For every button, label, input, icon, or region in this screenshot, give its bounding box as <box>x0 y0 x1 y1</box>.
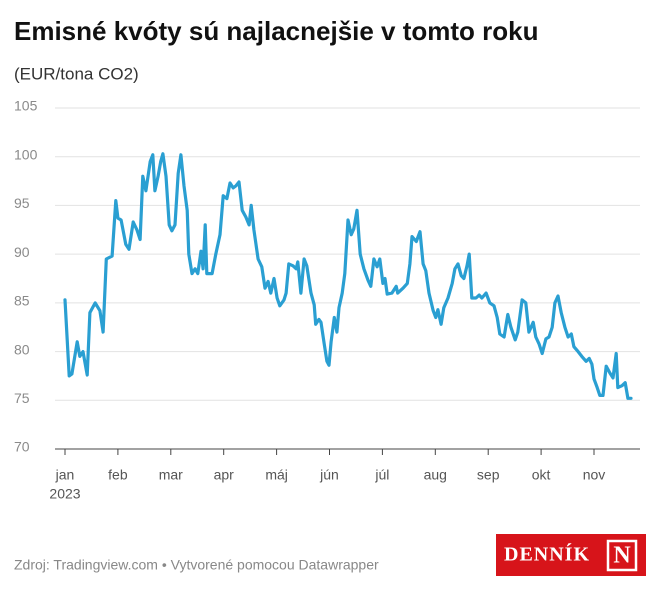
logo-mark: N <box>613 543 631 569</box>
y-tick-label: 100 <box>14 146 38 162</box>
x-tick-label: mar <box>159 467 183 483</box>
y-tick-label: 95 <box>14 195 30 211</box>
x-tick-label: feb <box>108 467 128 483</box>
x-tick-label: aug <box>424 467 447 483</box>
x-tick-label: jún <box>319 467 339 483</box>
logo-mark-box <box>606 539 638 572</box>
source: Zdroj: Tradingview.com • Vytvorené pomoc… <box>14 557 379 573</box>
y-tick-label: 85 <box>14 293 30 309</box>
x-tick-label: nov <box>583 467 606 483</box>
x-tick-label: máj <box>265 467 288 483</box>
logo-text: DENNÍK <box>504 543 590 566</box>
x-tick-label: sep <box>477 467 500 483</box>
x-tick-label: jan <box>55 467 75 483</box>
chart-subtitle: (EUR/tona CO2) <box>14 64 139 83</box>
y-tick-label: 75 <box>14 390 30 406</box>
y-tick-label: 70 <box>14 439 30 455</box>
price-line <box>63 152 633 400</box>
x-tick-label: júl <box>374 467 389 483</box>
y-tick-label: 90 <box>14 244 30 260</box>
y-tick-label: 105 <box>14 98 38 114</box>
x-tick-label: apr <box>214 467 235 483</box>
x-tick-label: okt <box>532 467 551 483</box>
chart-title: Emisné kvóty sú najlacnejšie v tomto rok… <box>14 16 539 46</box>
x-axis-year: 2023 <box>49 486 80 502</box>
y-tick-label: 80 <box>14 341 30 357</box>
